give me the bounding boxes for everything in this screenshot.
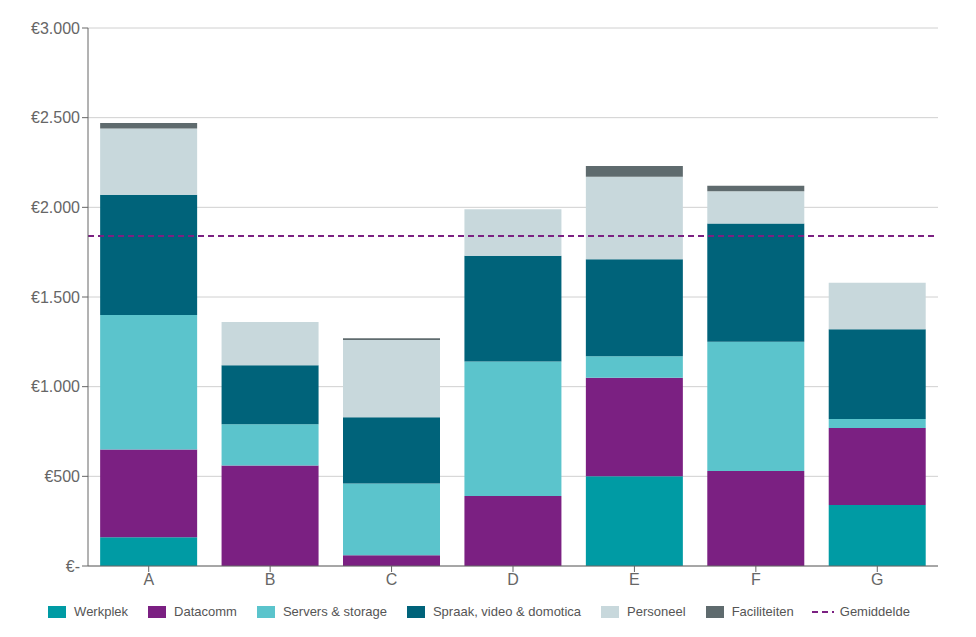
svg-text:€2.000: €2.000 xyxy=(31,199,80,216)
svg-text:A: A xyxy=(143,571,154,588)
svg-text:€500: €500 xyxy=(44,468,80,485)
html-text:Spraak, video & domotica: Spraak, video & domotica xyxy=(433,604,582,619)
html-text:Datacomm: Datacomm xyxy=(174,604,237,619)
svg-text:€-: €- xyxy=(66,558,80,575)
html-text:Servers & storage: Servers & storage xyxy=(282,604,387,619)
html-text:Werkplek: Werkplek xyxy=(74,604,128,619)
svg-text:F: F xyxy=(751,571,761,588)
svg-text:€1.000: €1.000 xyxy=(31,378,80,395)
svg-text:C: C xyxy=(386,571,398,588)
svg-text:D: D xyxy=(507,571,519,588)
svg-text:€2.500: €2.500 xyxy=(31,109,80,126)
svg-text:€1.500: €1.500 xyxy=(31,289,80,306)
svg-text:B: B xyxy=(265,571,276,588)
html-text:Faciliteiten: Faciliteiten xyxy=(731,604,794,619)
svg-text:€3.000: €3.000 xyxy=(31,20,80,37)
svg-text:G: G xyxy=(871,571,883,588)
html-text:Gemiddelde: Gemiddelde xyxy=(839,604,910,619)
svg-text:E: E xyxy=(629,571,640,588)
html-text:Personeel: Personeel xyxy=(627,604,686,619)
